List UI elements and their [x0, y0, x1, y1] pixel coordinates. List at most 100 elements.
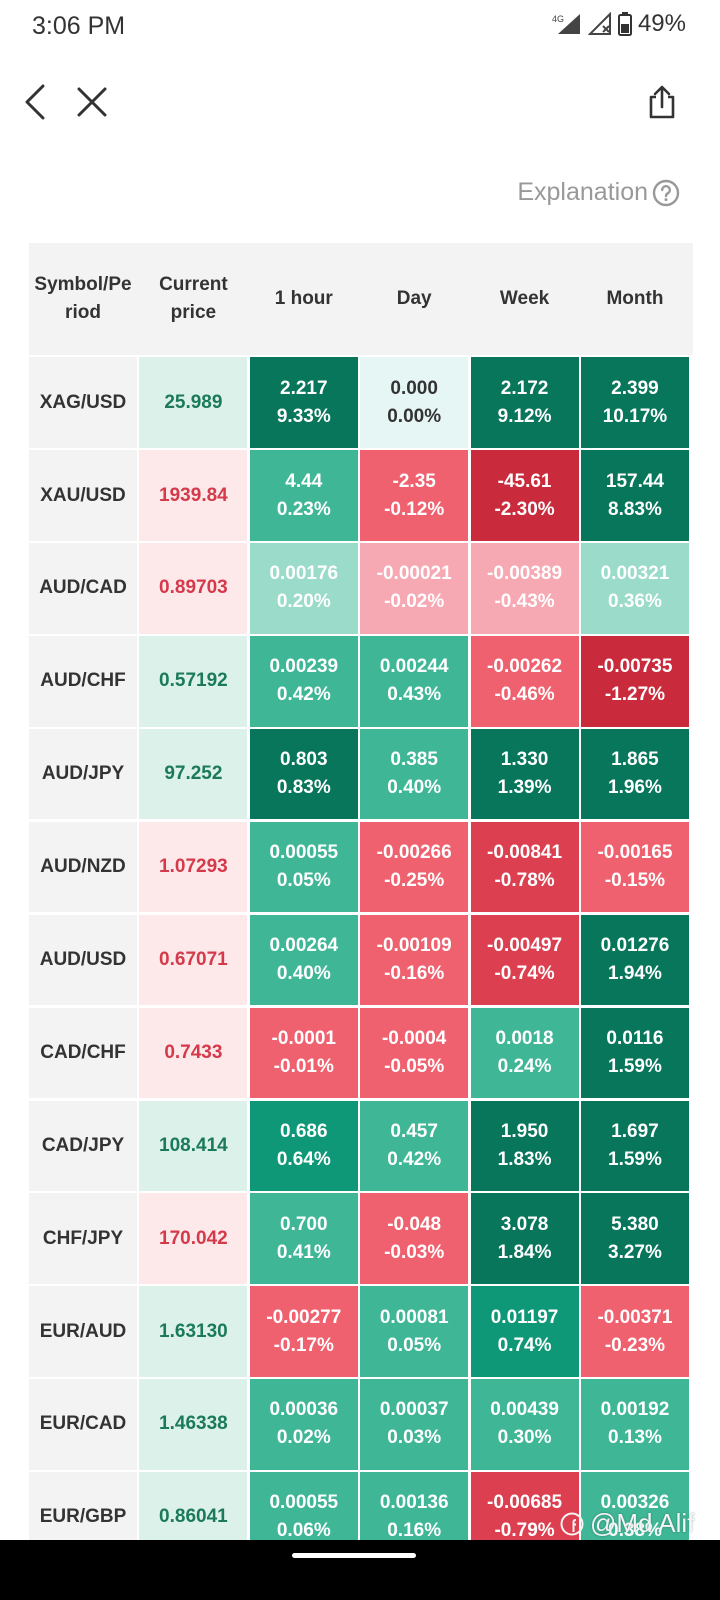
symbol-cell: AUD/NZD: [29, 821, 137, 913]
change-percent: 1.94%: [608, 962, 662, 984]
change-value: -0.00277: [266, 1306, 342, 1328]
change-cell: 1.865 1.96%: [580, 728, 689, 820]
change-percent: -0.01%: [273, 1055, 334, 1077]
change-value: 157.44: [605, 470, 665, 492]
change-cell: 1.697 1.59%: [580, 1100, 689, 1192]
table-row[interactable]: AUD/JPY 97.252 0.803 0.83% 0.385 0.40% 1.330 1.…: [29, 728, 693, 820]
navigation-bar: [0, 1540, 720, 1600]
share-button[interactable]: [638, 78, 686, 126]
change-value: 0.00326: [600, 1492, 670, 1514]
change-cell: 4.44 0.23%: [249, 450, 358, 541]
symbol-cell: XAG/USD: [29, 357, 137, 448]
change-value: 0.00321: [600, 563, 670, 585]
change-value: -0.00371: [597, 1306, 673, 1328]
change-value: 0.00439: [490, 1399, 559, 1421]
change-cell: -0.00021 -0.02%: [360, 543, 469, 634]
change-cell: -0.00262 -0.46%: [470, 636, 579, 727]
explanation-label: Explanation: [517, 178, 648, 206]
table-row[interactable]: EUR/CAD 1.46338 0.00036 0.02% 0.00037 0.03% 0.…: [29, 1379, 693, 1470]
change-value: 0.00176: [269, 563, 339, 585]
change-percent: 0.00%: [387, 405, 442, 427]
change-cell: -0.00165 -0.15%: [580, 821, 689, 913]
current-price-cell: 0.67071: [139, 914, 248, 1006]
table-row[interactable]: EUR/AUD 1.63130 -0.00277 -0.17% 0.00081 0.05%…: [29, 1286, 693, 1377]
change-value: -0.00262: [487, 656, 563, 678]
change-value: 0.000: [390, 377, 438, 399]
back-icon: [25, 84, 45, 120]
change-percent: -0.15%: [604, 870, 666, 892]
change-cell: 0.0018 0.24%: [470, 1007, 579, 1099]
change-cell: 2.172 9.12%: [470, 357, 579, 448]
change-value: -0.00497: [487, 934, 563, 956]
change-cell: 0.00055 0.05%: [249, 821, 358, 913]
change-value: 0.00264: [269, 934, 339, 956]
change-percent: 0.36%: [608, 591, 662, 613]
table-row[interactable]: CAD/JPY 108.414 0.686 0.64% 0.457 0.42% 1.950 1…: [29, 1100, 693, 1192]
change-percent: 0.05%: [276, 870, 331, 892]
change-value: 0.00037: [379, 1399, 449, 1421]
symbol-cell: AUD/JPY: [29, 728, 137, 820]
change-percent: -1.27%: [604, 684, 666, 706]
change-percent: -0.25%: [384, 870, 445, 892]
change-percent: 0.41%: [276, 1241, 331, 1263]
symbol-cell: AUD/USD: [29, 914, 137, 1006]
change-cell: 0.385 0.40%: [360, 728, 469, 820]
symbol-cell: CHF/JPY: [29, 1193, 137, 1284]
change-value: 0.457: [390, 1120, 438, 1142]
change-percent: -0.16%: [384, 962, 445, 984]
change-percent: 0.30%: [497, 1427, 552, 1449]
change-value: 0.00192: [600, 1399, 670, 1421]
close-button[interactable]: [68, 78, 116, 126]
change-percent: 0.24%: [497, 1055, 552, 1077]
change-percent: 0.05%: [387, 1334, 442, 1356]
home-indicator[interactable]: [292, 1553, 416, 1558]
change-cell: -0.00735 -1.27%: [580, 636, 689, 727]
change-value: 0.01276: [600, 934, 670, 956]
current-price-cell: 97.252: [139, 728, 248, 820]
change-cell: -0.00109 -0.16%: [360, 914, 469, 1006]
change-cell: -0.00841 -0.78%: [470, 821, 579, 913]
table-row[interactable]: AUD/NZD 1.07293 0.00055 0.05% -0.00266 -0.25%…: [29, 821, 693, 913]
change-cell: -0.00371 -0.23%: [580, 1286, 689, 1377]
change-percent: 1.96%: [608, 777, 662, 799]
change-percent: 0.64%: [276, 1148, 331, 1170]
share-icon: [649, 85, 675, 119]
change-value: 0.700: [280, 1213, 328, 1235]
change-percent: 0.16%: [387, 1520, 442, 1542]
explanation-link[interactable]: Explanation: [517, 178, 680, 207]
facebook-icon: [560, 1512, 584, 1535]
change-percent: 1.39%: [497, 777, 552, 799]
battery-icon: [617, 12, 632, 36]
top-navigation: [0, 70, 720, 130]
symbol-cell: AUD/CHF: [29, 636, 137, 727]
back-button[interactable]: [12, 78, 60, 126]
change-percent: -0.78%: [494, 870, 555, 892]
change-percent: -0.23%: [604, 1334, 666, 1356]
table-row[interactable]: AUD/CAD 0.89703 0.00176 0.20% -0.00021 -0.02%…: [29, 543, 693, 634]
table-row[interactable]: XAU/USD 1939.84 4.44 0.23% -2.35 -0.12% -45.61…: [29, 450, 693, 541]
table-row[interactable]: CHF/JPY 170.042 0.700 0.41% -0.048 -0.03% 3.07…: [29, 1193, 693, 1284]
change-percent: 9.12%: [497, 405, 552, 427]
help-circle-icon: [652, 179, 680, 206]
change-value: 0.0116: [606, 1027, 664, 1049]
symbol-cell: XAU/USD: [29, 450, 137, 541]
change-cell: 0.00439 0.30%: [470, 1379, 579, 1470]
status-time: 3:06 PM: [32, 12, 126, 40]
change-value: 0.00081: [379, 1306, 449, 1328]
table-row[interactable]: AUD/CHF 0.57192 0.00239 0.42% 0.00244 0.43% -0…: [29, 636, 693, 727]
cell-signal-4g-icon: 4G: [552, 14, 580, 34]
change-value: 0.00055: [269, 842, 339, 864]
change-percent: 0.83%: [276, 777, 331, 799]
change-percent: 0.43%: [387, 684, 442, 706]
table-row[interactable]: AUD/USD 0.67071 0.00264 0.40% -0.00109 -0.16%…: [29, 914, 693, 1006]
change-cell: -0.00266 -0.25%: [360, 821, 469, 913]
change-value: -0.00841: [487, 842, 563, 864]
change-cell: 0.00244 0.43%: [360, 636, 469, 727]
status-icons: 4G 49%: [552, 10, 686, 38]
change-cell: 1.950 1.83%: [470, 1100, 579, 1192]
change-value: 0.0018: [495, 1027, 554, 1049]
change-cell: -45.61 -2.30%: [470, 450, 579, 541]
current-price-cell: 1.63130: [139, 1286, 248, 1377]
table-row[interactable]: XAG/USD 25.989 2.217 9.33% 0.000 0.00% 2.172 9.…: [29, 357, 693, 448]
table-row[interactable]: CAD/CHF 0.7433 -0.0001 -0.01% -0.0004 -0.05% 0…: [29, 1007, 693, 1099]
